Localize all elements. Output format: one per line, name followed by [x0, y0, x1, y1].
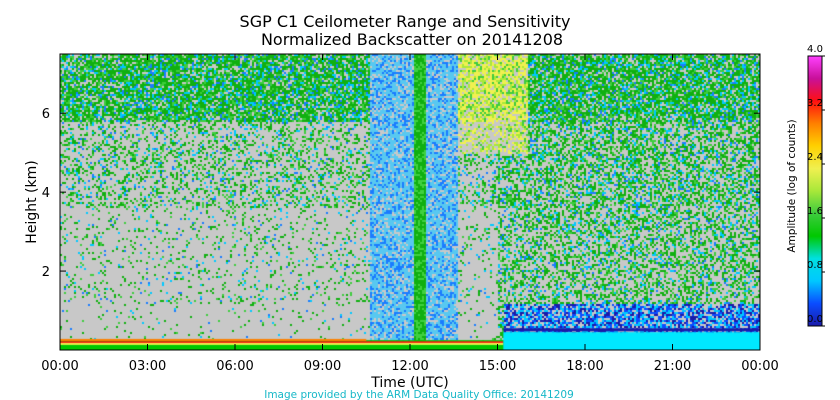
chart-title: SGP C1 Ceilometer Range and Sensitivity [240, 12, 571, 31]
colorbar-tick-label: 3.2 [807, 98, 823, 109]
colorbar-scale [807, 55, 823, 327]
colorbar: 0.0 0.8 1.6 2.4 3.2 4.0 [807, 44, 825, 327]
y-tick-label: 4 [42, 186, 50, 201]
heatmap-area [60, 54, 760, 350]
x-tick-label: 18:00 [566, 359, 603, 374]
x-axis: 00:00 03:00 06:00 09:00 12:00 15:00 18:00 21:00… [41, 54, 779, 374]
colorbar-tick-label: 1.6 [807, 206, 823, 217]
x-tick-label: 09:00 [304, 359, 341, 374]
heatmap-image [60, 54, 760, 350]
y-tick-label: 6 [42, 107, 50, 122]
colorbar-tick-label: 0.0 [807, 314, 823, 325]
x-tick-label: 21:00 [654, 359, 691, 374]
x-axis-label: Time (UTC) [370, 375, 448, 391]
colorbar-label: Amplitude (log of counts) [786, 119, 798, 252]
x-tick-label: 06:00 [216, 359, 253, 374]
x-tick-label: 00:00 [41, 359, 78, 374]
y-axis: 2 4 6 [42, 107, 760, 280]
colorbar-tick-label: 0.8 [807, 260, 823, 271]
x-tick-label: 03:00 [129, 359, 166, 374]
x-tick-label: 00:00 [741, 359, 778, 374]
image-credit: Image provided by the ARM Data Quality O… [264, 389, 574, 400]
colorbar-tick-label: 4.0 [807, 44, 823, 55]
x-tick-label: 12:00 [391, 359, 428, 374]
x-tick-label: 15:00 [479, 359, 516, 374]
colorbar-tick-label: 2.4 [807, 152, 823, 163]
y-axis-label: Height (km) [24, 160, 40, 243]
chart-subtitle: Normalized Backscatter on 20141208 [261, 30, 563, 49]
y-tick-label: 2 [42, 265, 50, 280]
